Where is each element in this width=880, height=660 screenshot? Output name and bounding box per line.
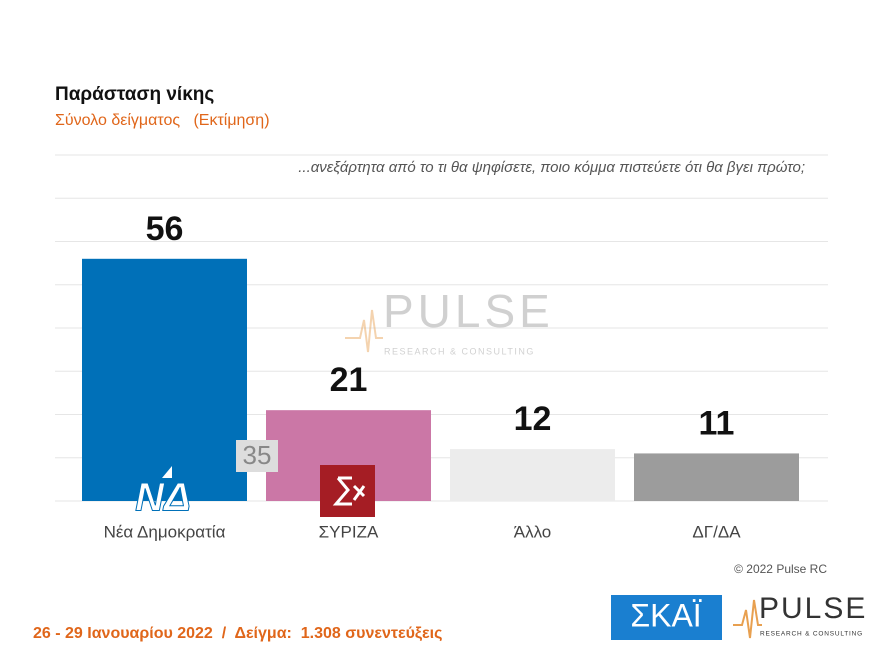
annotation-bg (236, 440, 278, 472)
footer-sample: 26 - 29 Ιανουαρίου 2022 / Δείγμα: 1.308 … (33, 625, 442, 642)
x-tick-label: Νέα Δημοκρατία (104, 522, 226, 541)
question-bg (236, 156, 811, 182)
copyright: © 2022 Pulse RC (734, 562, 827, 576)
value-label: 21 (330, 361, 368, 399)
nd-logo: ΝΔ (135, 466, 191, 520)
nd-logo-mark (162, 466, 172, 478)
x-tick-label: ΣΥΡΙΖΑ (319, 522, 379, 541)
bars: 56 Νέα Δημοκρατία 21 ΣΥΡΙΖΑ 12 Άλλο 11 ΔΓ/ΔΑ (82, 210, 799, 541)
question: ...ανεξάρτητα από το τι θα ψηφίσετε, ποι… (298, 159, 805, 176)
chart-title: Παράσταση νίκης (55, 84, 214, 105)
annotation: 35 (243, 440, 272, 470)
watermark-text: PULSE (383, 285, 554, 337)
bar (82, 258, 247, 501)
skai-logo (611, 595, 722, 640)
nd-logo-text: ΝΔ (135, 476, 191, 520)
syriza-logo (320, 465, 375, 517)
watermark: PULSE RESEARCH & CONSULTING (345, 285, 554, 356)
pulse-logo-text: PULSE (759, 592, 867, 625)
syriza-logo-mark (332, 476, 366, 506)
watermark-icon (345, 309, 383, 353)
x-tick-label: Άλλο (514, 522, 552, 541)
pulse-logo-sub: RESEARCH & CONSULTING (760, 631, 863, 638)
bar (634, 453, 799, 501)
pulse-logo-icon (733, 599, 762, 639)
value-label: 56 (146, 210, 184, 248)
chart-subtitle: Σύνολο δείγματος (Εκτίμηση) (55, 112, 270, 129)
value-label: 11 (699, 404, 735, 442)
value-label: 12 (514, 400, 552, 438)
bar (450, 449, 615, 501)
watermark-sub: RESEARCH & CONSULTING (384, 346, 535, 356)
x-tick-label: ΔΓ/ΔΑ (692, 522, 741, 541)
skai-logo-text: ΣΚΑΪ (630, 597, 701, 633)
